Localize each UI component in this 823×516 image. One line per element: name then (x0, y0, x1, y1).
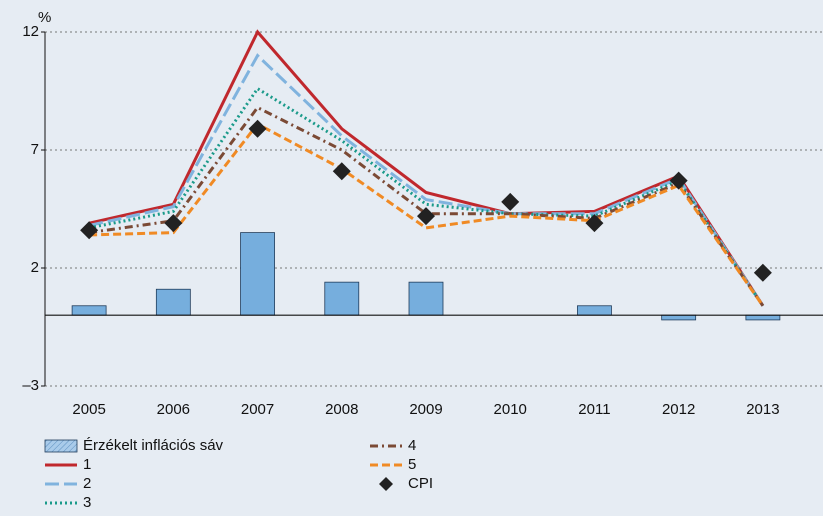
line (88, 86, 765, 307)
marker (417, 207, 435, 226)
marker (164, 214, 183, 233)
marker (753, 263, 772, 282)
legend-label: 2 (83, 475, 91, 492)
marker (585, 214, 604, 233)
marker (332, 162, 351, 181)
bar (155, 288, 191, 316)
line (88, 53, 765, 307)
marker (669, 171, 688, 190)
bar (661, 314, 697, 321)
legend-label: 3 (83, 494, 91, 511)
legend-label: 5 (408, 456, 416, 473)
bar (324, 281, 360, 316)
y-tick-label: 12 (22, 23, 39, 40)
line (89, 122, 765, 307)
legend-label: Érzékelt inflációs sáv (83, 437, 224, 454)
line (88, 29, 765, 307)
legend-swatch (44, 439, 78, 453)
x-tick-label: 2005 (72, 401, 105, 418)
y-unit: % (38, 9, 51, 26)
bar (745, 314, 781, 321)
legend-label: 4 (408, 437, 416, 454)
bar (577, 305, 612, 316)
x-tick-label: 2006 (157, 401, 190, 418)
y-tick-label: 2 (31, 259, 39, 276)
x-tick-label: 2009 (409, 401, 442, 418)
bar (71, 305, 107, 316)
legend-swatch (379, 477, 393, 491)
x-tick-label: 2012 (662, 401, 695, 418)
x-tick-label: 2007 (241, 401, 274, 418)
bar (240, 232, 275, 316)
legend-label: 1 (83, 456, 91, 473)
y-tick-label: –3 (22, 377, 39, 394)
marker (80, 221, 99, 240)
y-tick-label: 7 (31, 141, 39, 158)
marker (501, 192, 520, 211)
x-tick-label: 2011 (578, 401, 610, 418)
x-tick-label: 2013 (746, 401, 779, 418)
legend-label: CPI (408, 475, 433, 492)
bar (408, 281, 444, 316)
x-tick-label: 2010 (494, 401, 527, 418)
line (88, 105, 765, 307)
x-tick-label: 2008 (325, 401, 358, 418)
marker (248, 119, 267, 138)
